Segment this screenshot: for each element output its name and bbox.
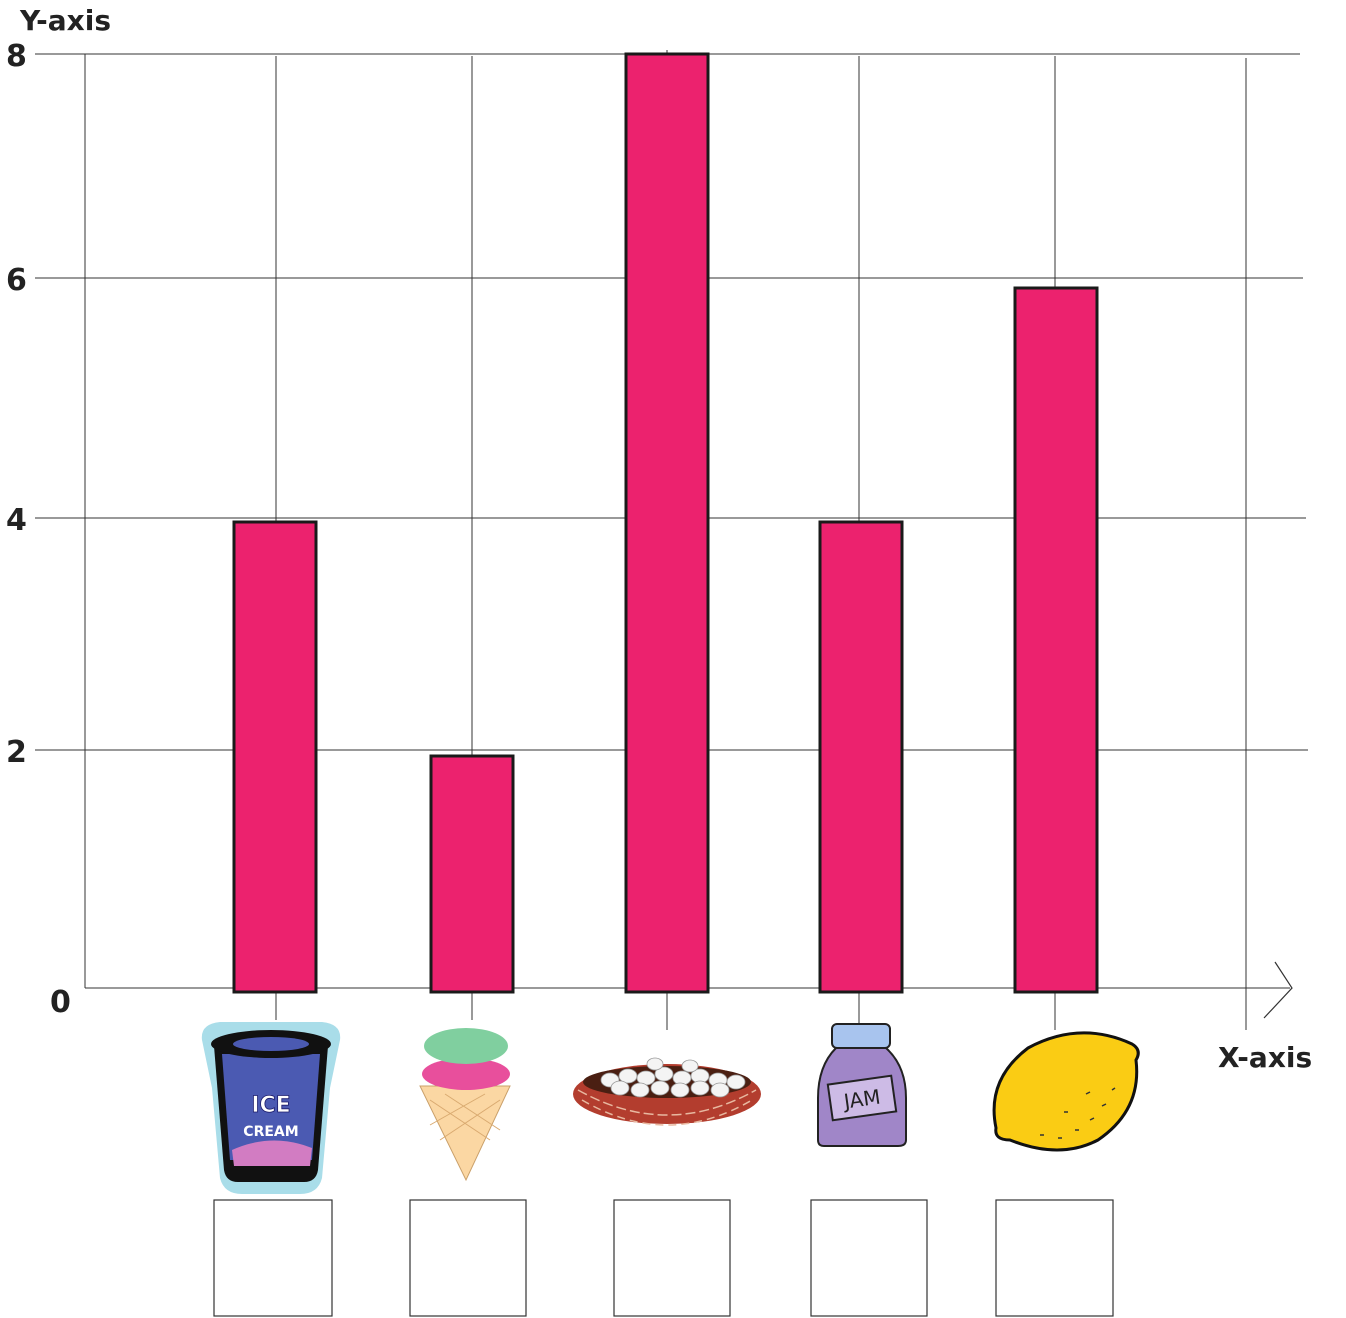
answer-box-5[interactable] xyxy=(995,1199,1114,1317)
answer-boxes xyxy=(213,1199,1114,1317)
y-tick-8: 8 xyxy=(6,39,27,74)
ice-cream-tub-icon: ICE CREAM xyxy=(201,1022,341,1194)
y-tick-0: 0 xyxy=(50,985,71,1020)
tub-label-ice: ICE xyxy=(251,1093,290,1118)
answer-box-1[interactable] xyxy=(213,1199,333,1317)
bar-ice-cream-tub xyxy=(232,520,318,994)
bars xyxy=(232,52,1099,994)
jar-label: JAM xyxy=(840,1085,881,1114)
bar-ice-cream-cone xyxy=(429,754,515,994)
bar-lemon xyxy=(1013,286,1099,994)
bar-egg-basket xyxy=(624,52,710,994)
answer-box-2[interactable] xyxy=(409,1199,527,1317)
lemon-icon xyxy=(992,1031,1140,1152)
y-tick-4: 4 xyxy=(6,503,27,538)
y-axis-label: Y-axis xyxy=(19,4,111,37)
tub-label-cream: CREAM xyxy=(243,1124,298,1140)
y-tick-labels: 0 2 4 6 8 xyxy=(6,39,71,1020)
egg-basket-icon xyxy=(573,1057,761,1126)
y-tick-2: 2 xyxy=(6,735,27,770)
x-axis-arrow xyxy=(1263,961,1293,1019)
answer-box-3[interactable] xyxy=(613,1199,731,1317)
jam-jar-icon: JAM xyxy=(817,1023,907,1147)
answer-box-4[interactable] xyxy=(810,1199,928,1317)
y-tick-6: 6 xyxy=(6,263,27,298)
x-axis-label: X-axis xyxy=(1218,1041,1312,1074)
ice-cream-cone-icon xyxy=(419,1028,511,1182)
bar-jam-jar xyxy=(818,520,904,994)
